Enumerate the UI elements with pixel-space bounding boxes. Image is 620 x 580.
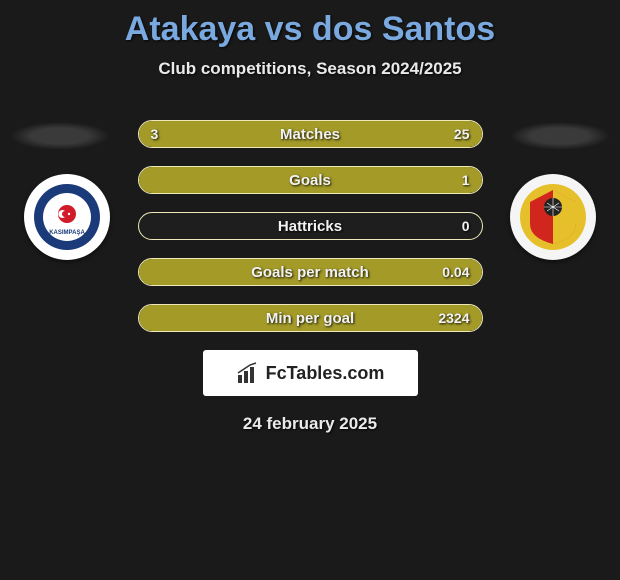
stat-bar: Hattricks0 <box>138 212 483 240</box>
stat-bar: 3Matches25 <box>138 120 483 148</box>
stat-bar: Goals per match0.04 <box>138 258 483 286</box>
stat-label: Goals per match <box>139 259 482 285</box>
stat-label: Goals <box>139 167 482 193</box>
player-shadow-right <box>510 122 610 150</box>
stat-value-right: 0 <box>462 213 470 239</box>
stat-label: Matches <box>139 121 482 147</box>
stat-bars: 3Matches25 Goals1 Hattricks0 Goals per matc… <box>138 104 483 332</box>
watermark: FcTables.com <box>203 350 418 396</box>
kasimpasa-badge-icon: KASIMPAŞA <box>32 182 102 252</box>
stat-bar: Goals1 <box>138 166 483 194</box>
goztepe-badge-icon <box>518 182 588 252</box>
stat-value-right: 2324 <box>438 305 469 331</box>
svg-text:KASIMPAŞA: KASIMPAŞA <box>49 230 85 236</box>
stat-value-right: 0.04 <box>442 259 469 285</box>
stat-value-right: 1 <box>462 167 470 193</box>
team-badge-left: KASIMPAŞA <box>24 174 110 260</box>
watermark-text: FcTables.com <box>266 363 385 384</box>
player-shadow-left <box>10 122 110 150</box>
stat-value-right: 25 <box>454 121 470 147</box>
bars-chart-icon <box>236 361 260 385</box>
team-badge-right <box>510 174 596 260</box>
date-text: 24 february 2025 <box>0 414 620 434</box>
stat-label: Min per goal <box>139 305 482 331</box>
stat-bar: Min per goal2324 <box>138 304 483 332</box>
subtitle: Club competitions, Season 2024/2025 <box>0 59 620 79</box>
page-title: Atakaya vs dos Santos <box>0 0 620 49</box>
comparison-panel: KASIMPAŞA 3Matches25 Goals1 Hattricks0 Goal… <box>0 104 620 434</box>
stat-label: Hattricks <box>139 213 482 239</box>
